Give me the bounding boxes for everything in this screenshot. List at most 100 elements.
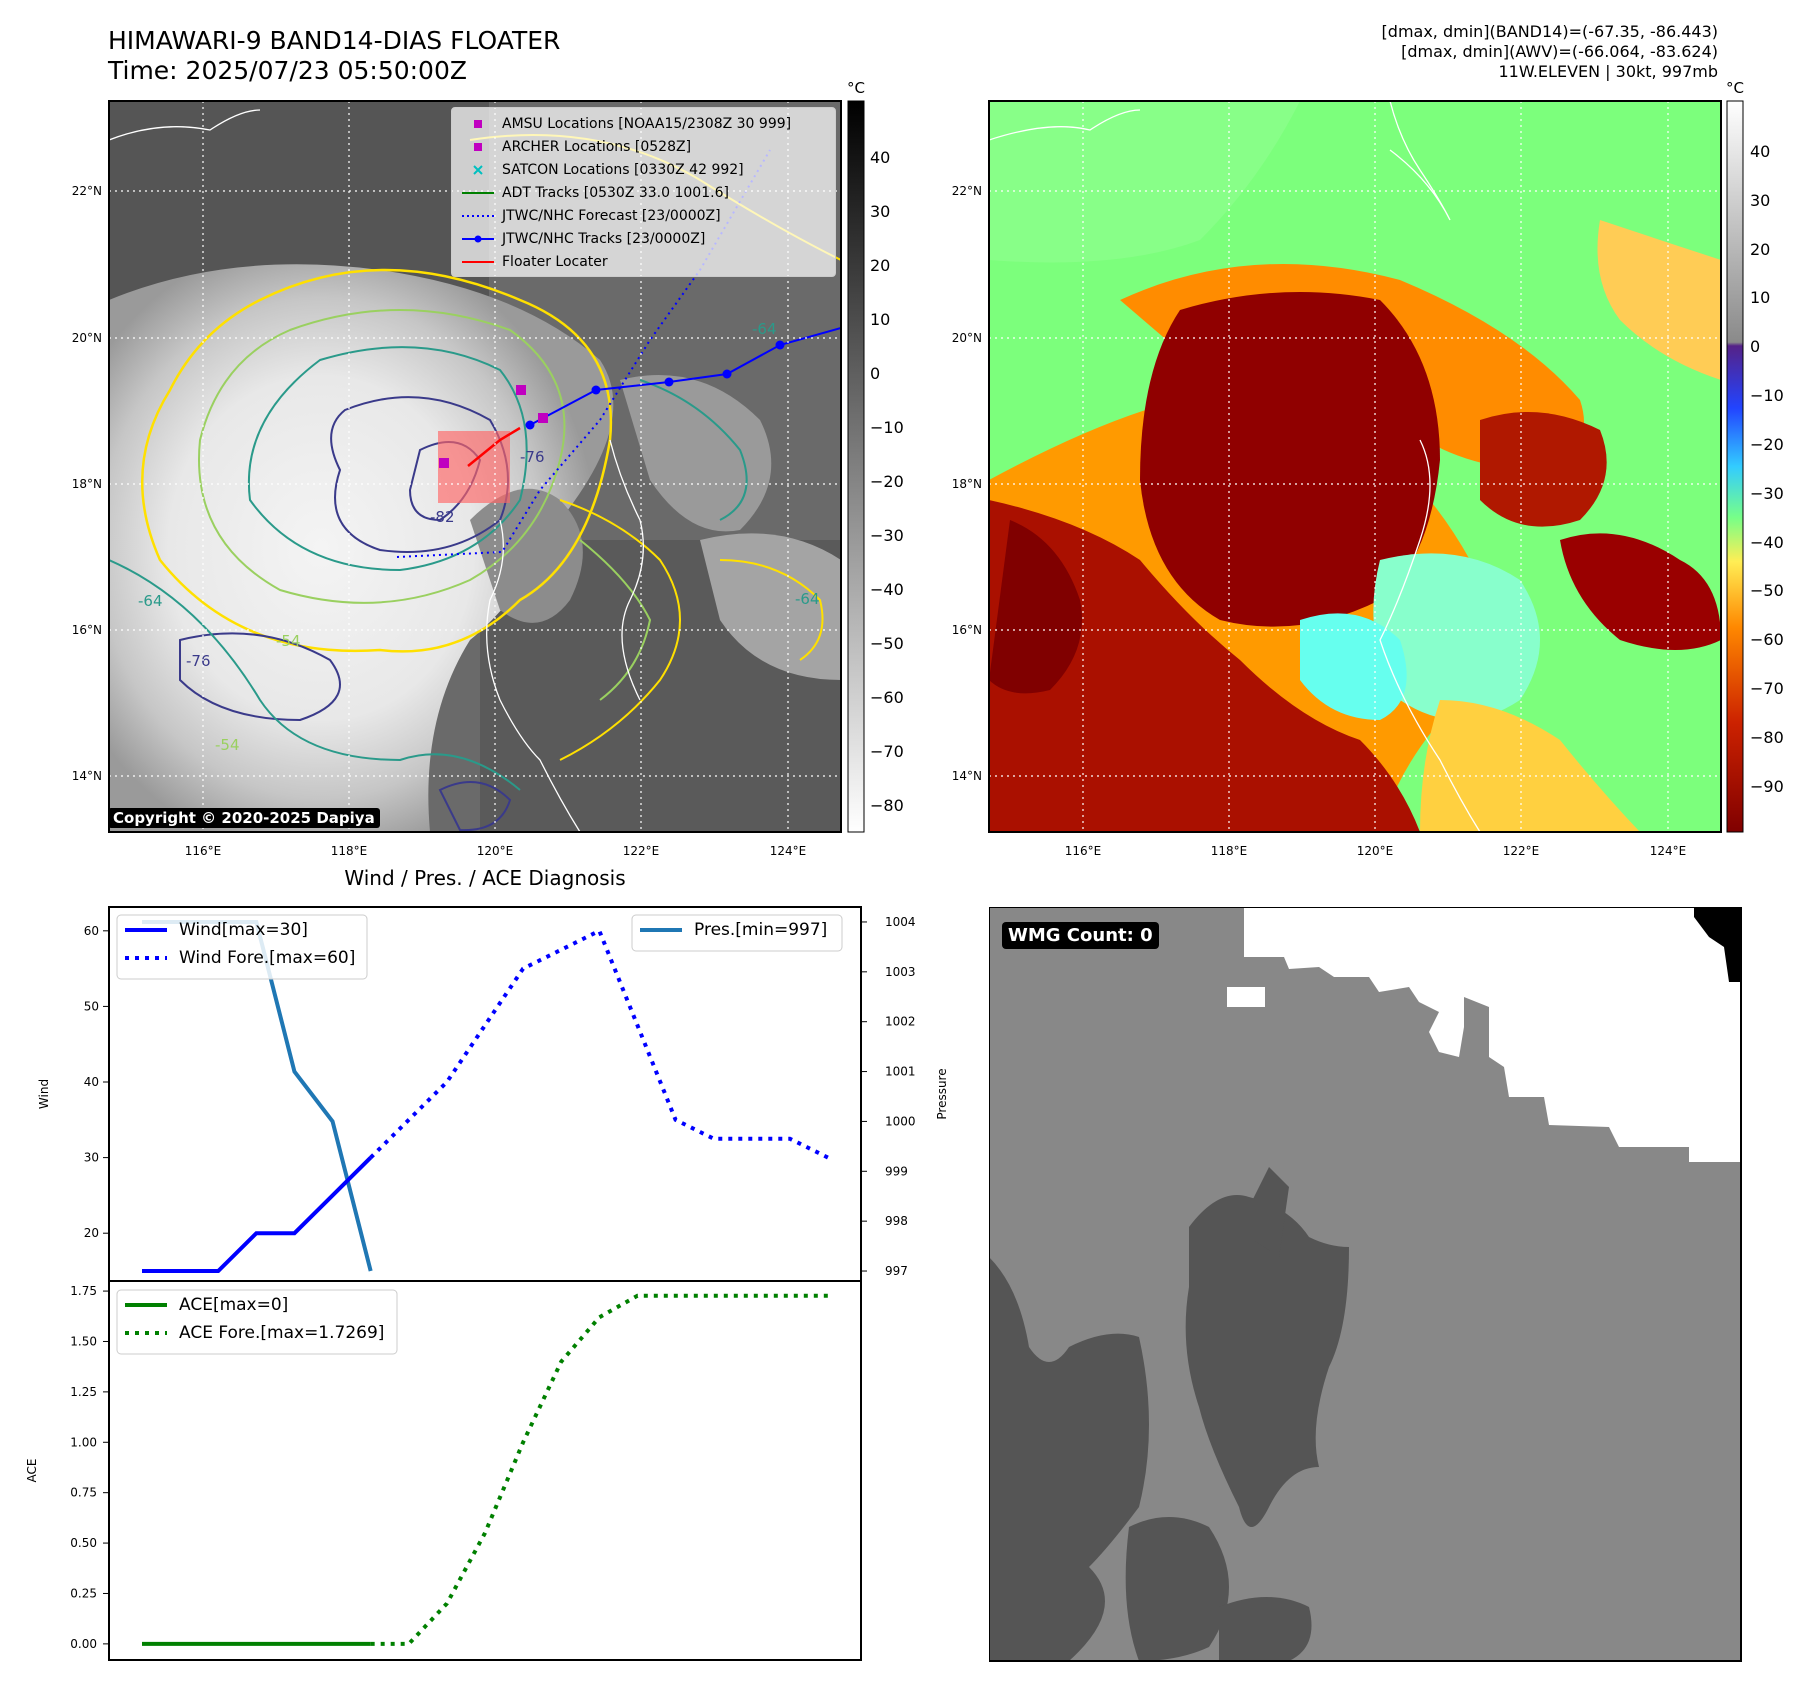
legend-label: ARCHER Locations [0528Z] xyxy=(502,138,692,155)
legend-swatch xyxy=(474,119,482,128)
wmg-panel xyxy=(989,907,1742,1662)
lon-label: 116°E xyxy=(1065,844,1102,858)
svg-text:−30: −30 xyxy=(870,526,904,545)
legend-label: AMSU Locations [NOAA15/2308Z 30 999] xyxy=(502,115,792,132)
svg-text:30: 30 xyxy=(870,202,890,221)
legend-row: ARCHER Locations [0528Z] xyxy=(460,135,832,158)
wind-tick-label: 40 xyxy=(84,1075,99,1089)
contour-label: -64 xyxy=(752,320,777,338)
lat-label: 14°N xyxy=(952,769,982,783)
svg-text:0: 0 xyxy=(1750,337,1760,356)
lat-label: 18°N xyxy=(952,477,982,491)
contour-label: -82 xyxy=(430,508,455,526)
ace-tick-label: 1.50 xyxy=(70,1334,97,1348)
svg-text:20: 20 xyxy=(870,256,890,275)
lon-label: 116°E xyxy=(185,844,222,858)
ace-axes xyxy=(108,1280,862,1661)
svg-text:−70: −70 xyxy=(1750,679,1784,698)
ace-forecast-line xyxy=(370,1293,828,1646)
lon-label: 122°E xyxy=(623,844,660,858)
legend-label: Pres.[min=997] xyxy=(694,920,827,940)
lon-label: 124°E xyxy=(1650,844,1687,858)
legend-row: JTWC/NHC Tracks [23/0000Z] xyxy=(460,227,832,250)
svg-text:40: 40 xyxy=(870,148,890,167)
wind-axis-label: Wind xyxy=(37,1079,51,1109)
ace-tick-label: 0.75 xyxy=(70,1486,97,1500)
ace-axis-label: ACE xyxy=(25,1459,39,1483)
diagnosis-title: Wind / Pres. / ACE Diagnosis xyxy=(344,866,626,890)
lat-label: 16°N xyxy=(952,623,982,637)
pressure-tick-label: 1000 xyxy=(885,1114,916,1128)
archer-marker xyxy=(538,413,548,423)
lat-label: 20°N xyxy=(72,331,102,345)
legend-label: JTWC/NHC Forecast [23/0000Z] xyxy=(502,207,721,224)
legend-label: Floater Locater xyxy=(502,253,608,270)
svg-text:30: 30 xyxy=(1750,191,1770,210)
figure-title: HIMAWARI-9 BAND14-DIAS FLOATER xyxy=(108,26,561,55)
pressure-tick-label: 1004 xyxy=(885,915,916,929)
color-colorbar-ticks: 40 30 20 10 0 −10 −20 −30 −40 −50 −60 −7… xyxy=(1750,142,1784,796)
wind-legend xyxy=(116,914,368,980)
lat-label: 22°N xyxy=(952,184,982,198)
svg-text:−80: −80 xyxy=(1750,728,1784,747)
svg-text:−90: −90 xyxy=(1750,777,1784,796)
svg-text:−40: −40 xyxy=(1750,533,1784,552)
ace-tick-label: 1.75 xyxy=(70,1284,97,1298)
wind-tick-label: 30 xyxy=(84,1151,99,1165)
figure-time: Time: 2025/07/23 05:50:00Z xyxy=(108,56,467,85)
legend-swatch xyxy=(462,235,494,242)
svg-text:−50: −50 xyxy=(1750,581,1784,600)
colorbar-unit: °C xyxy=(1726,79,1744,97)
contour-label: -54 xyxy=(215,736,240,754)
lon-label: 120°E xyxy=(1357,844,1394,858)
lat-label: 16°N xyxy=(72,623,102,637)
svg-text:10: 10 xyxy=(1750,288,1770,307)
wmg-count-badge: WMG Count: 0 xyxy=(1002,922,1159,949)
wind-tick-label: 20 xyxy=(84,1226,99,1240)
lon-label: 124°E xyxy=(770,844,807,858)
ace-tick-label: 0.50 xyxy=(70,1536,97,1550)
legend-swatch xyxy=(474,142,482,151)
lon-label: 118°E xyxy=(331,844,368,858)
pressure-tick-label: 999 xyxy=(885,1164,908,1178)
legend-row: Floater Locater xyxy=(460,250,832,273)
svg-text:40: 40 xyxy=(1750,142,1770,161)
gray-colorbar xyxy=(847,100,865,833)
svg-text:−70: −70 xyxy=(870,742,904,761)
ace-tick-label: 1.25 xyxy=(70,1385,97,1399)
copyright-badge: Copyright © 2020-2025 Dapiya xyxy=(108,808,380,828)
legend-row: ADT Tracks [0530Z 33.0 1001.6] xyxy=(460,181,832,204)
archer-marker xyxy=(439,458,449,468)
color-colorbar xyxy=(1726,100,1744,833)
lon-label: 118°E xyxy=(1211,844,1248,858)
best-track xyxy=(529,327,841,426)
lon-label: 120°E xyxy=(477,844,514,858)
legend-swatch xyxy=(473,164,483,175)
ace-legend xyxy=(116,1289,398,1355)
legend-swatch xyxy=(462,191,494,194)
pressure-legend xyxy=(631,914,843,952)
ace-tick-label: 0.25 xyxy=(70,1586,97,1600)
amsu-marker xyxy=(516,385,526,395)
svg-text:−20: −20 xyxy=(870,472,904,491)
lat-label: 22°N xyxy=(72,184,102,198)
pressure-tick-label: 998 xyxy=(885,1214,908,1228)
gray-colorbar-ticks: 40 30 20 10 0 −10 −20 −30 −40 −50 −60 −7… xyxy=(870,148,904,815)
contour-label: -54 xyxy=(276,632,301,650)
svg-text:−20: −20 xyxy=(1750,435,1784,454)
svg-text:−60: −60 xyxy=(870,688,904,707)
wind-line xyxy=(142,1156,373,1273)
contour-label: -64 xyxy=(138,592,163,610)
contour-label: -76 xyxy=(186,652,211,670)
legend-swatch xyxy=(462,260,494,263)
pressure-tick-label: 1002 xyxy=(885,1015,916,1029)
meta-awv: [dmax, dmin](AWV)=(-66.064, -83.624) xyxy=(1401,42,1718,61)
colorbar-unit: °C xyxy=(847,79,865,97)
svg-text:0: 0 xyxy=(870,364,880,383)
svg-text:−60: −60 xyxy=(1750,630,1784,649)
lat-label: 14°N xyxy=(72,769,102,783)
lat-label: 20°N xyxy=(952,331,982,345)
legend-row: JTWC/NHC Forecast [23/0000Z] xyxy=(460,204,832,227)
svg-text:20: 20 xyxy=(1750,240,1770,259)
legend-label: SATCON Locations [0330Z 42 992] xyxy=(502,161,744,178)
